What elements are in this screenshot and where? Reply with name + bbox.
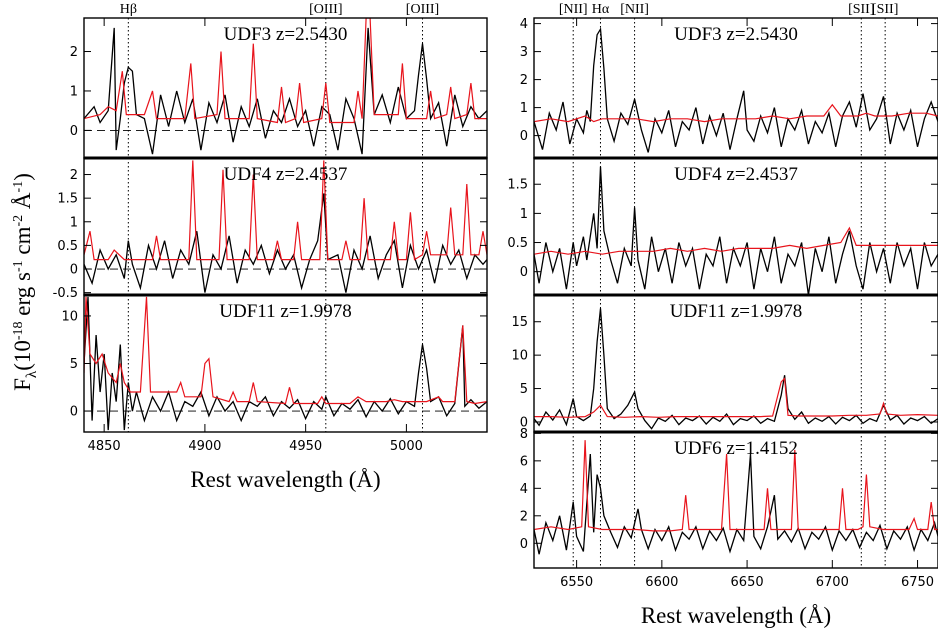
- y-tick-label: 1: [520, 207, 528, 222]
- y-tick-label: 1.5: [507, 178, 528, 193]
- left-chart: 0 1 2 UDF3 z=2.5430 -0.5 0 0.5 1 1.5 2 UDF4 z=2.45…: [53, 2, 488, 492]
- spectrum-series: [84, 193, 487, 293]
- line-marker-label: Hβ: [120, 2, 137, 17]
- panel-title: UDF6 z=1.4152: [674, 438, 798, 459]
- y-tick-label: 1: [70, 84, 78, 99]
- model-series: [84, 18, 487, 124]
- y-tick-label: 3: [520, 45, 528, 60]
- y-tick-label: 10: [61, 309, 78, 324]
- spectrum-series: [534, 166, 938, 295]
- spectrum-series: [534, 27, 938, 153]
- y-tick-label: 2: [70, 168, 78, 183]
- x-tick-label: 6600: [645, 575, 678, 590]
- panel-title: UDF4 z=2.4537: [224, 164, 348, 185]
- y-tick-label: -0.5: [53, 286, 78, 301]
- y-tick-label: 5: [70, 357, 78, 372]
- line-marker-label: [NII]: [559, 2, 588, 17]
- y-axis-label: Fλ(10-18 erg s-1 cm-2 Å-1): [10, 173, 40, 391]
- y-tick-label: 0: [70, 405, 78, 420]
- line-marker-label: [OIII]: [406, 2, 439, 17]
- y-tick-label: 8: [520, 427, 528, 442]
- y-label-sub: λ: [24, 370, 40, 378]
- x-tick-label: 6550: [560, 575, 593, 590]
- model-series: [534, 377, 938, 418]
- model-series: [534, 440, 938, 532]
- panel: 0 1 2 3 4 UDF3 z=2.5430: [520, 17, 938, 159]
- panel-title: UDF11 z=1.9978: [219, 301, 351, 322]
- y-tick-label: 1.5: [57, 192, 78, 207]
- x-tick-label: 5000: [390, 439, 423, 454]
- line-marker-label: Hα: [592, 2, 610, 17]
- spectrum-series: [84, 296, 487, 431]
- y-tick-label: 5: [520, 382, 528, 397]
- spectrum-series: [534, 308, 938, 430]
- y-tick-label: 0: [520, 265, 528, 280]
- x-axis-label: Rest wavelength (Å): [641, 603, 831, 628]
- y-tick-label: 0: [70, 263, 78, 278]
- panel-title: UDF3 z=2.5430: [224, 24, 348, 45]
- model-series: [84, 296, 487, 405]
- y-tick-label: 0.5: [57, 239, 78, 254]
- panel-title: UDF4 z=2.4537: [674, 164, 798, 185]
- panel-title: UDF3 z=2.5430: [674, 24, 798, 45]
- panel: 0 5 10 UDF11 z=1.9978: [61, 294, 488, 433]
- x-tick-label: 4900: [188, 439, 221, 454]
- model-series: [534, 103, 938, 123]
- svg-text:Fλ(10-18 erg s-1 cm-2 Å-1): Fλ(10-18 erg s-1 cm-2 Å-1): [10, 173, 40, 391]
- line-marker-label: [NII]: [620, 2, 649, 17]
- y-tick-label: 2: [70, 45, 78, 60]
- line-marker-label: [OIII]: [309, 2, 342, 17]
- y-tick-label: 4: [520, 17, 528, 32]
- y-tick-label: 0: [520, 537, 528, 552]
- y-tick-label: 6: [520, 454, 528, 469]
- x-axis-label: Rest wavelength (Å): [190, 467, 380, 492]
- y-tick-label: 1: [520, 101, 528, 116]
- y-tick-label: 15: [511, 315, 528, 330]
- panel: 0 1 2 UDF3 z=2.5430: [70, 17, 488, 159]
- model-series: [84, 160, 487, 261]
- y-tick-label: 2: [520, 73, 528, 88]
- y-tick-label: 0: [70, 124, 78, 139]
- line-marker-label: [SII]: [848, 2, 874, 17]
- spectrum-series: [84, 27, 487, 155]
- panel: 0 5 10 15 UDF11 z=1.9978: [511, 294, 938, 433]
- x-tick-label: 4950: [289, 439, 322, 454]
- y-tick-label: 0: [520, 129, 528, 144]
- x-tick-label: 4850: [88, 439, 121, 454]
- y-tick-label: 0: [520, 415, 528, 430]
- panel-title: UDF11 z=1.9978: [670, 301, 802, 322]
- y-tick-label: 0.5: [507, 236, 528, 251]
- panel: -0.5 0 0.5 1 1.5 2 UDF4 z=2.4537: [53, 157, 488, 301]
- spectrum-series: [534, 453, 938, 555]
- panel: 0 0.5 1 1.5 UDF4 z=2.4537: [507, 157, 938, 296]
- y-tick-label: 2: [520, 509, 528, 524]
- x-tick-label: 6650: [731, 575, 764, 590]
- y-tick-label: 4: [520, 482, 528, 497]
- y-tick-label: 1: [70, 215, 78, 230]
- y-label-main: F: [10, 378, 35, 391]
- x-tick-label: 6700: [816, 575, 849, 590]
- line-marker-label: [SII]: [872, 2, 898, 17]
- model-series: [534, 226, 938, 255]
- panel: 0 2 4 6 8 UDF6 z=1.4152: [520, 427, 938, 569]
- x-tick-label: 6750: [901, 575, 934, 590]
- y-tick-label: 10: [511, 349, 528, 364]
